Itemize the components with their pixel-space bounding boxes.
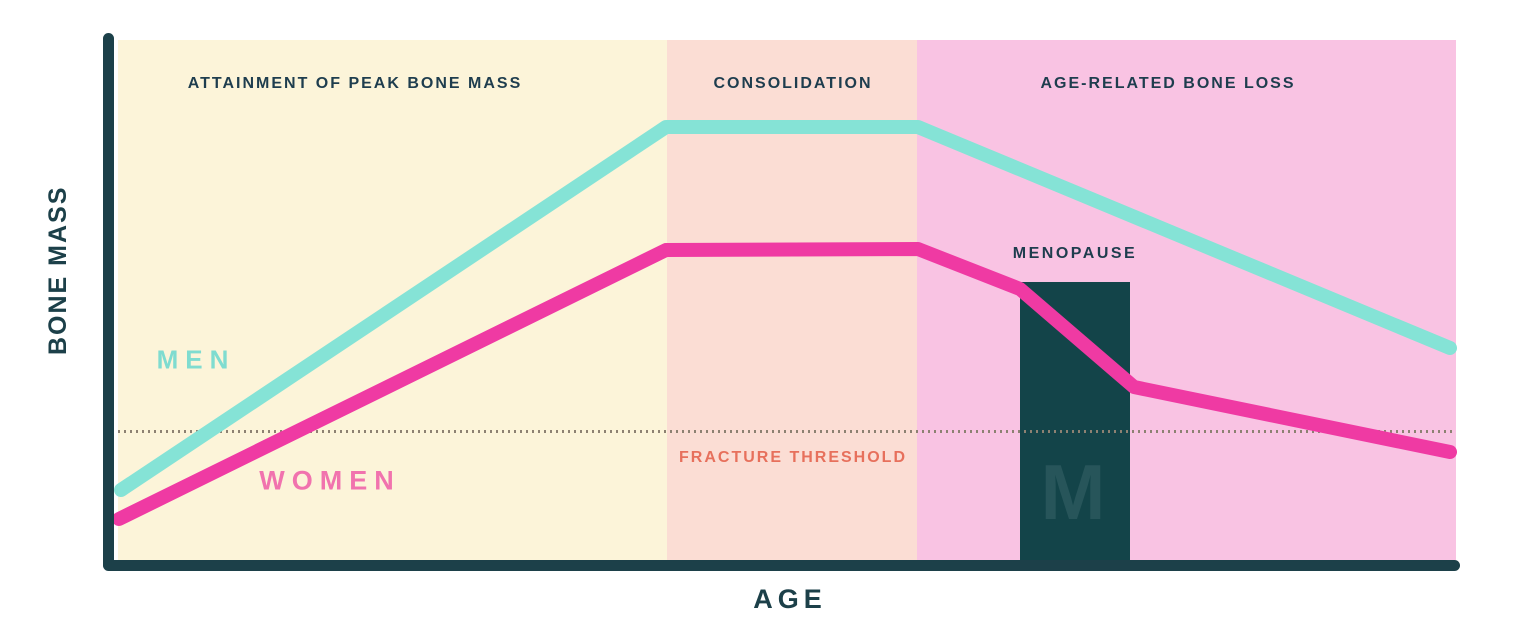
x-axis: [103, 560, 1460, 571]
menopause-label: MENOPAUSE: [1012, 245, 1138, 262]
zone-label-consolidation: CONSOLIDATION: [713, 75, 873, 92]
y-axis: [103, 33, 114, 570]
x-axis-label: AGE: [753, 584, 827, 614]
menopause-letter: M: [1040, 448, 1106, 536]
y-axis-label: BONE MASS: [44, 185, 72, 355]
women-series-label: WOMEN: [259, 465, 401, 496]
zone-consolidation: [667, 40, 917, 560]
zone-label-age-related-loss: AGE-RELATED BONE LOSS: [1040, 75, 1296, 92]
zone-age-related-loss: [917, 40, 1456, 560]
fracture-threshold-label: FRACTURE THRESHOLD: [679, 449, 907, 466]
zone-label-peak-bone-mass: ATTAINMENT OF PEAK BONE MASS: [187, 75, 523, 92]
men-series-label: MEN: [156, 344, 236, 375]
fracture-threshold-line: [118, 430, 1452, 433]
